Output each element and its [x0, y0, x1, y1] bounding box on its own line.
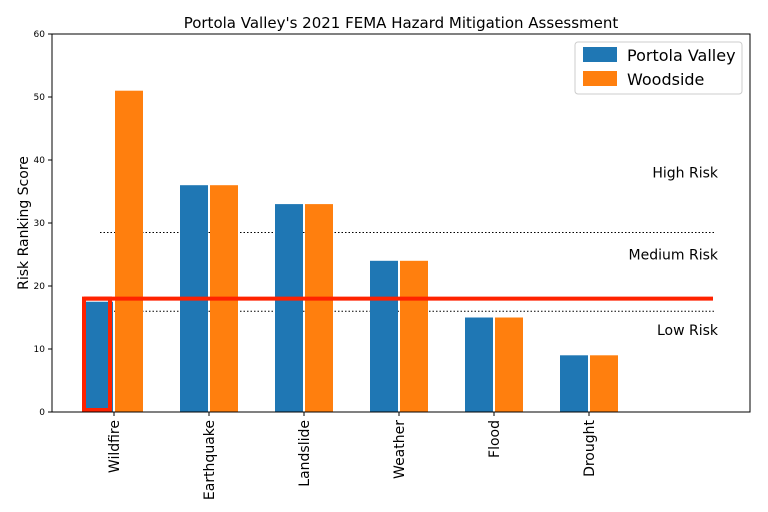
x-tick-label-flood: Flood: [487, 420, 503, 458]
bar-woodside-landslide: [305, 204, 333, 412]
x-tick-label-drought: Drought: [582, 419, 598, 476]
y-tick-label: 40: [34, 156, 46, 166]
zone-label-low-risk: Low Risk: [657, 323, 719, 339]
bar-portola-valley-drought: [560, 355, 588, 412]
legend-label-woodside: Woodside: [627, 70, 704, 89]
zone-label-high-risk: High Risk: [652, 166, 719, 182]
y-tick-label: 60: [34, 30, 46, 40]
zone-label-medium-risk: Medium Risk: [629, 248, 719, 264]
legend-swatch-portola-valley: [583, 47, 617, 62]
bar-woodside-weather: [400, 260, 428, 412]
bar-portola-valley-landslide: [275, 204, 303, 412]
legend-swatch-woodside: [583, 71, 617, 86]
y-tick-label: 10: [34, 345, 46, 355]
x-tick-label-wildfire: Wildfire: [107, 420, 123, 473]
x-tick-label-earthquake: Earthquake: [202, 420, 218, 500]
y-tick-label: 20: [34, 282, 46, 292]
y-tick-label: 50: [34, 93, 46, 103]
highlight-box: [82, 296, 112, 413]
bar-woodside-wildfire: [115, 90, 143, 412]
bar-woodside-flood: [495, 317, 523, 412]
bar-portola-valley-flood: [465, 317, 493, 412]
y-tick-label: 30: [34, 219, 46, 229]
x-tick-label-weather: Weather: [392, 420, 408, 479]
bar-portola-valley-weather: [370, 260, 398, 412]
bar-woodside-drought: [590, 355, 618, 412]
x-tick-label-landslide: Landslide: [297, 420, 313, 487]
legend: Portola Valley Woodside: [574, 41, 743, 95]
chart-title: Portola Valley's 2021 FEMA Hazard Mitiga…: [184, 14, 619, 32]
y-tick-label: 0: [39, 408, 45, 418]
y-axis-label: Risk Ranking Score: [16, 156, 32, 290]
legend-label-portola-valley: Portola Valley: [627, 46, 736, 65]
